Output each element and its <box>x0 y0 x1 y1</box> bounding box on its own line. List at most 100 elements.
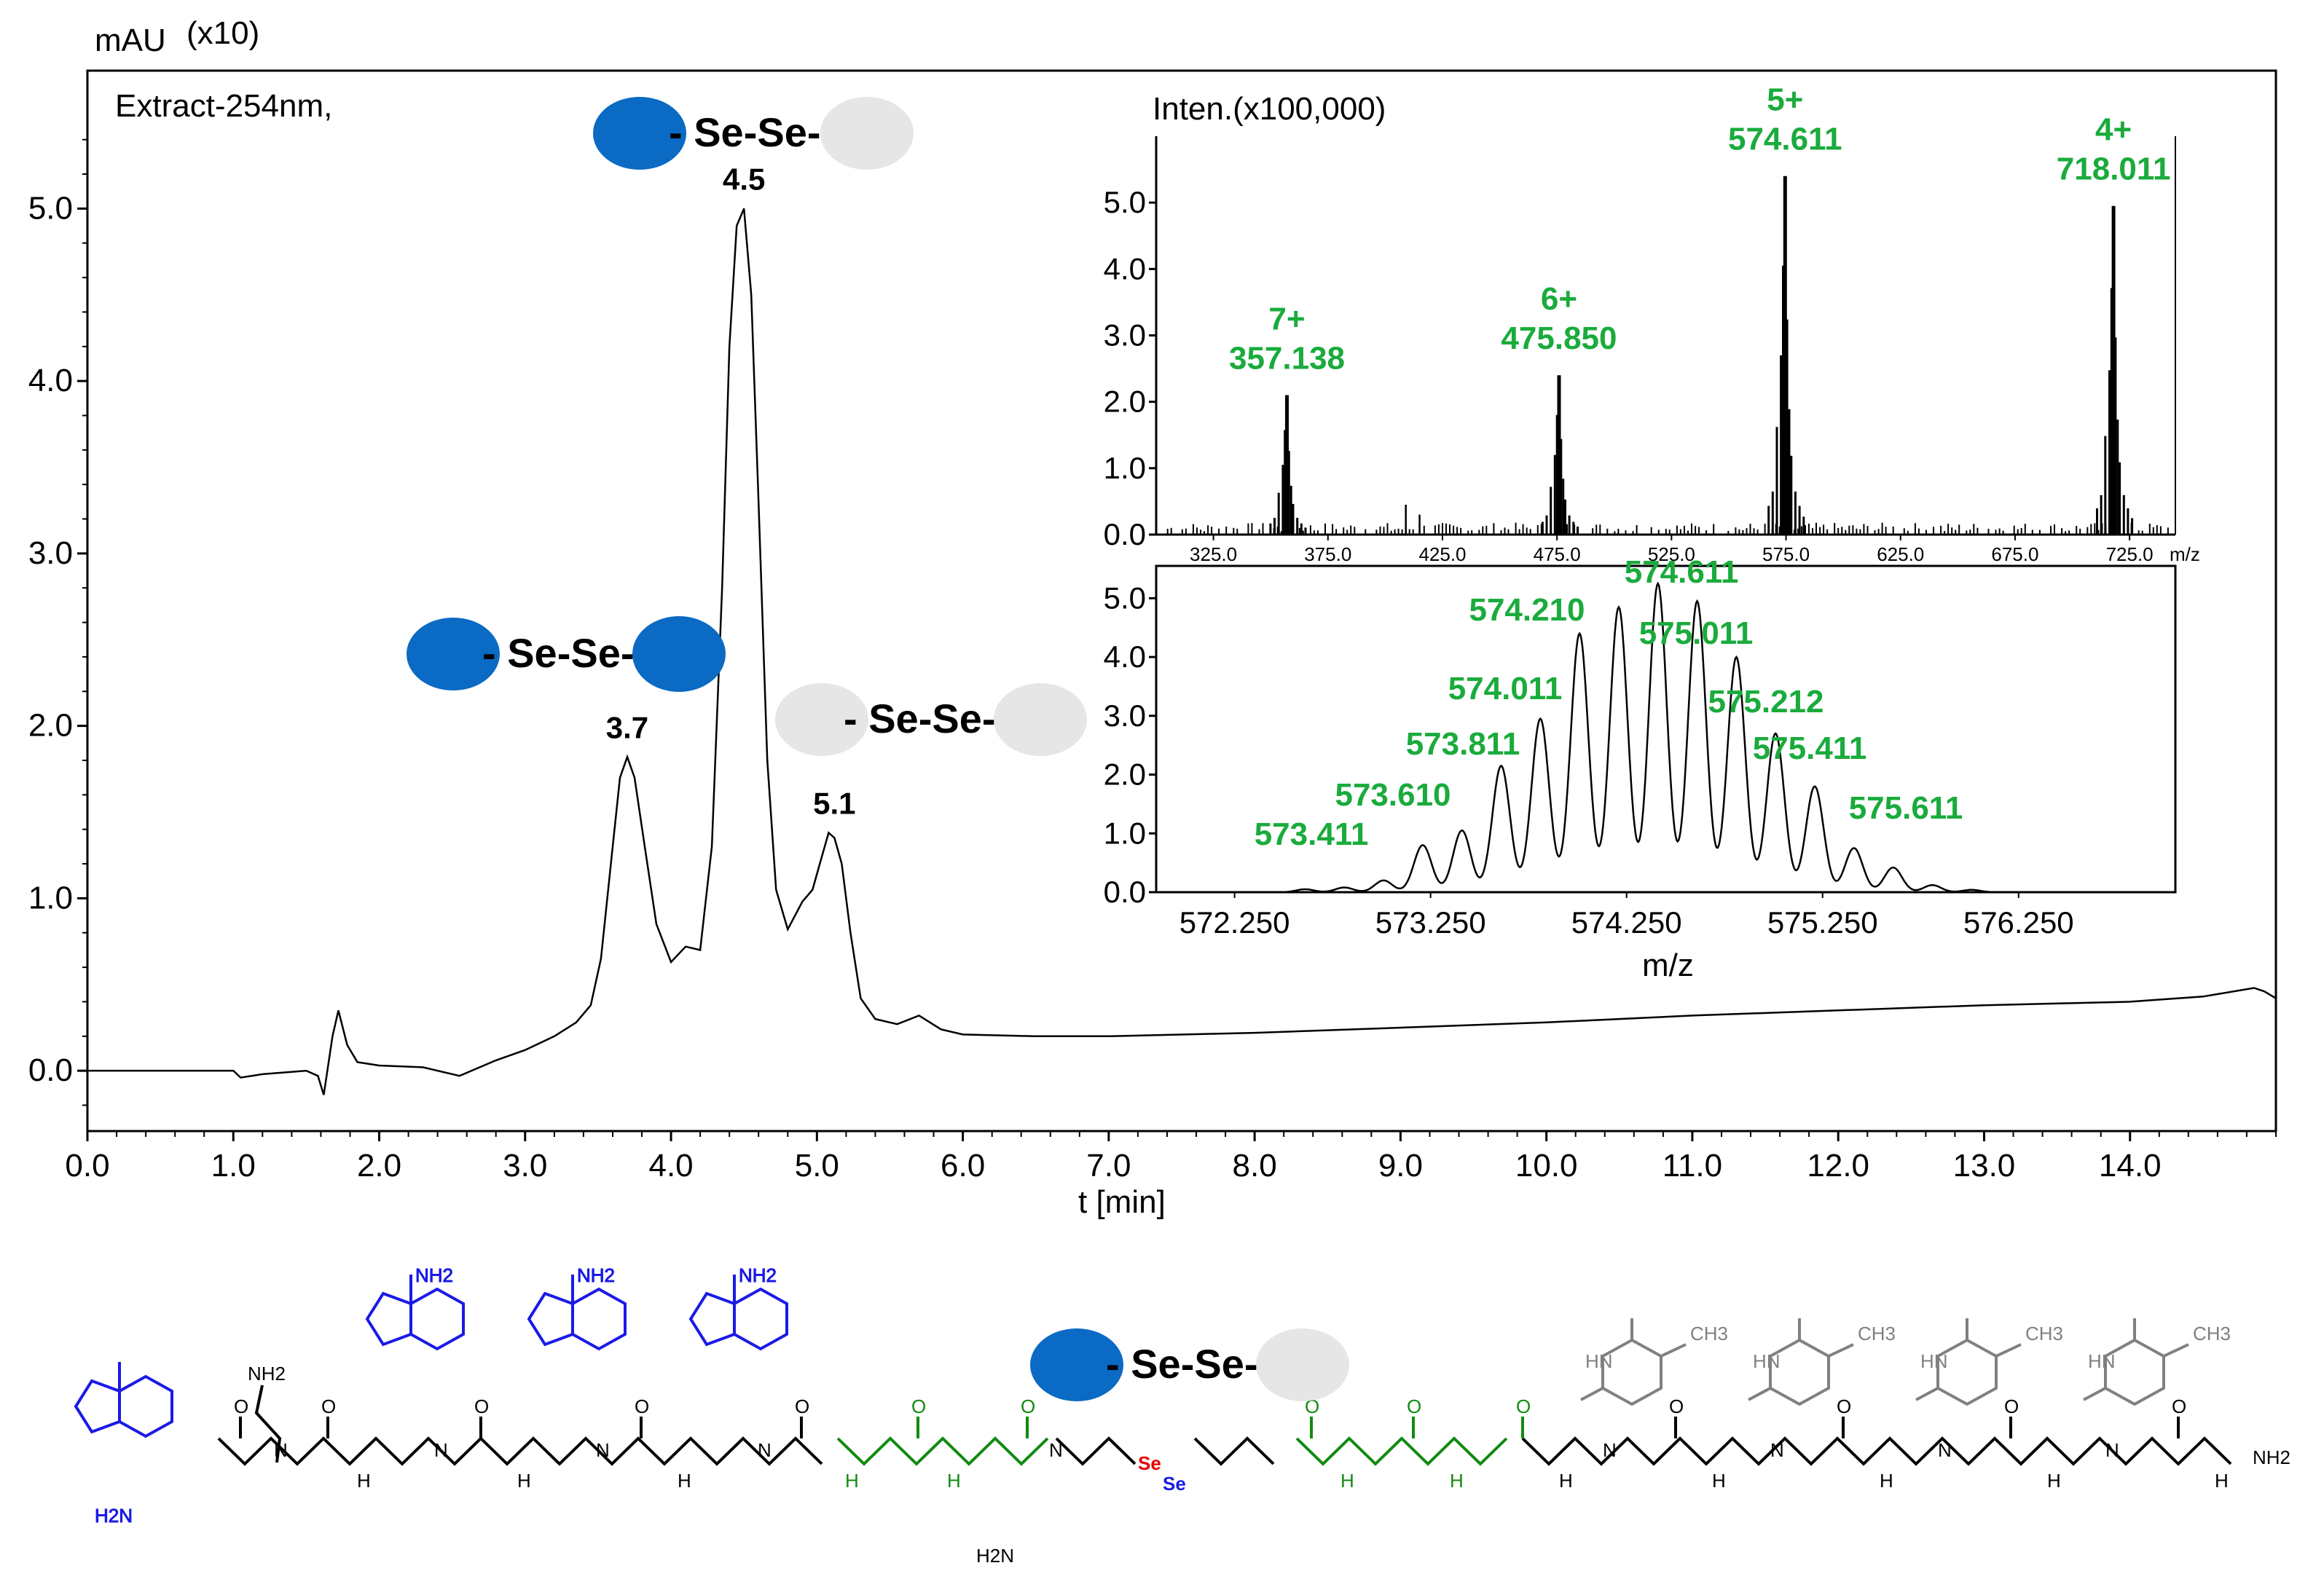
main-plot-frame <box>86 69 2277 1133</box>
species-label-4.5: - Se-Se- <box>593 97 914 170</box>
pna-backbone: O O O O O O O O O O O O O OH H H H H H H H H H H HN N N N N N N N N <box>217 1395 2232 1492</box>
main-x-tick-label: 13.0 <box>1953 1148 2016 1184</box>
backbone-bond <box>217 1436 823 1466</box>
backbone-nitrogen: N <box>2105 1439 2119 1461</box>
ms-full-y-tick-label: 0.0 <box>1104 517 1146 551</box>
backbone-bond <box>1193 1436 1275 1466</box>
terminal-amide: NH2 <box>2253 1446 2290 1468</box>
ms-full-x-unit: m/z <box>2170 543 2200 565</box>
ms-full-y-tick-label: 4.0 <box>1104 251 1146 285</box>
ms-full-x-ticks: 325.0 375.0 425.0 475.0 525.0 575.0 625.0 675.0… <box>1190 535 2154 565</box>
blue-blob <box>1030 1328 1123 1401</box>
ms-zoom-x-tick-label: 574.250 <box>1571 905 1682 940</box>
carbonyl-oxygen: O <box>474 1395 489 1417</box>
backbone-nitrogen: N <box>596 1439 610 1461</box>
species-label-3.7: - Se-Se- <box>407 616 726 692</box>
amide-nh: H <box>845 1470 859 1492</box>
ms-full-x-tick-label: 625.0 <box>1877 543 1924 565</box>
backbone-nitrogen: N <box>1938 1439 1952 1461</box>
amide-nh: H <box>947 1470 961 1492</box>
ms-isotope-zoom: 0.0 1.0 2.0 3.0 4.0 5.0 572.250 573.250 574.250… <box>1104 554 2177 983</box>
carbonyl-oxygen: O <box>234 1395 248 1417</box>
main-x-tick-label: 1.0 <box>211 1148 256 1184</box>
peak-labels: 3.7 4.5 5.1 <box>606 162 856 820</box>
ms-zoom-x-tick-label: 573.250 <box>1375 905 1486 940</box>
ms-zoom-y-tick-label: 1.0 <box>1104 816 1146 850</box>
amide-nh: H <box>1559 1470 1573 1492</box>
main-x-tick-label: 8.0 <box>1233 1148 1277 1184</box>
chromatogram-trace <box>87 208 2277 1095</box>
adenine-base-2: NH2 <box>366 1264 465 1350</box>
ms-full-x-tick-label: 575.0 <box>1762 543 1810 565</box>
carbonyl-oxygen: O <box>2004 1395 2019 1417</box>
ms-mz-label: 718.011 <box>2057 151 2171 187</box>
thymine-methyl: CH3 <box>2025 1323 2063 1344</box>
thymine-nh: HN <box>1920 1350 1948 1372</box>
main-x-title: t [min] <box>1078 1184 1166 1220</box>
species-label-5.1: - Se-Se- <box>775 683 1087 756</box>
backbone-bond <box>1295 1436 1508 1466</box>
main-y-tick-label: 2.0 <box>28 708 73 744</box>
ms-full-y-tick-label: 5.0 <box>1104 185 1146 219</box>
ms-zoom-y-ticks: 0.0 1.0 2.0 3.0 4.0 5.0 <box>1104 580 1156 909</box>
adenine-amine: H2N <box>95 1505 133 1527</box>
backbone-nitrogen: N <box>758 1439 772 1461</box>
gray-blob <box>775 683 868 756</box>
ms-full-x-tick-label: 475.0 <box>1534 543 1581 565</box>
main-x-tick-label: 6.0 <box>941 1148 985 1184</box>
ms-full-x-tick-label: 375.0 <box>1304 543 1351 565</box>
ms-zoom-x-tick-label: 572.250 <box>1179 905 1290 940</box>
isotope-peak-label: 573.610 <box>1335 777 1450 813</box>
chemical-structure: O O O O O O O O O O O O O OH H H H H H H H H H H HN N N N N N N N N H2N … <box>74 1264 2290 1567</box>
adenine-base-4: NH2 <box>689 1264 788 1350</box>
main-y-unit: mAU <box>95 23 166 58</box>
ms-full-x-tick-label: 525.0 <box>1648 543 1695 565</box>
ms-mz-label: 475.850 <box>1501 320 1617 356</box>
blue-blob <box>593 97 686 170</box>
main-x-tick-label: 5.0 <box>795 1148 839 1184</box>
isotope-peak-label: 575.611 <box>1849 790 1963 826</box>
main-x-tick-label: 0.0 <box>65 1148 109 1184</box>
main-y-multiplier: (x10) <box>187 15 259 51</box>
ms-charge-label: 4+ <box>2095 112 2132 148</box>
blue-blob <box>407 618 500 690</box>
main-x-tick-label: 7.0 <box>1086 1148 1131 1184</box>
ms-mz-label: 357.138 <box>1229 341 1345 377</box>
amide-nh: H <box>357 1470 371 1492</box>
thymine-nh: HN <box>1753 1350 1781 1372</box>
ms-zoom-x-title: m/z <box>1642 948 1694 983</box>
backbone-nitrogen: N <box>1770 1439 1784 1461</box>
ms-full-x-tick-label: 325.0 <box>1190 543 1237 565</box>
backbone-bond <box>1055 1436 1137 1466</box>
side-chain-amine: NH2 <box>248 1363 286 1385</box>
carbonyl-oxygen: O <box>321 1395 336 1417</box>
ms-zoom-x-tick-label: 575.250 <box>1767 905 1878 940</box>
ms-charge-label: 5+ <box>1767 82 1803 118</box>
main-x-tick-label: 12.0 <box>1807 1148 1869 1184</box>
adenine-amine: NH2 <box>577 1264 615 1286</box>
ms-full-bars <box>1166 176 2169 535</box>
main-y-tick-label: 4.0 <box>28 363 73 398</box>
chromatogram-chart: mAU (x10) Extract-254nm, 0.0 1.0 2.0 3.0 4.0… <box>28 15 2277 1220</box>
thymine-nh: HN <box>1585 1350 1613 1372</box>
backbone-nitrogen: N <box>1049 1439 1063 1461</box>
se-se-label: - Se-Se- <box>844 696 996 741</box>
ms-full-x-tick-label: 725.0 <box>2106 543 2154 565</box>
isotope-peak-label: 575.411 <box>1753 731 1867 766</box>
ms-zoom-y-tick-label: 4.0 <box>1104 639 1146 674</box>
blue-blob <box>632 616 726 692</box>
carbonyl-oxygen: O <box>635 1395 649 1417</box>
amide-nh: H <box>2047 1470 2061 1492</box>
ms-charge-label: 6+ <box>1541 281 1577 317</box>
amide-nh: H <box>517 1470 531 1492</box>
ms-charge-label: 7+ <box>1268 302 1305 337</box>
peak-label: 5.1 <box>813 786 855 820</box>
thymine-nh: HN <box>2088 1350 2116 1372</box>
backbone-nitrogen: N <box>434 1439 448 1461</box>
peak-label: 4.5 <box>723 162 765 196</box>
main-y-tick-label: 1.0 <box>28 880 73 915</box>
carbonyl-oxygen: O <box>1837 1395 1851 1417</box>
trace-name-label: Extract-254nm, <box>115 88 332 124</box>
